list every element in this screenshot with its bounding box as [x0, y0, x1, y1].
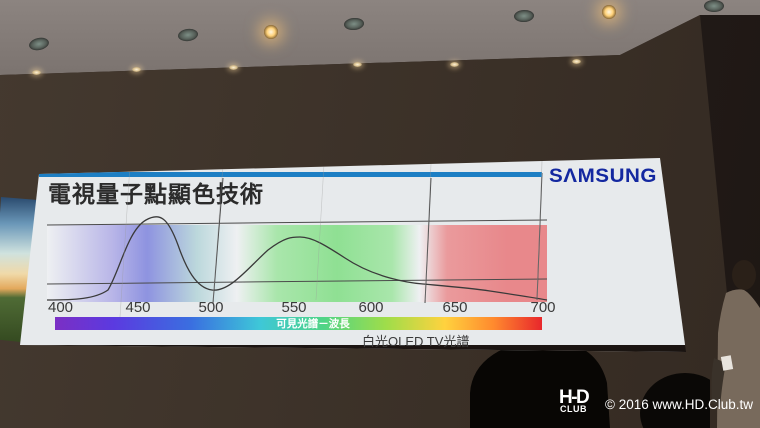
- svg-text:500: 500: [198, 299, 223, 316]
- svg-text:400: 400: [48, 299, 73, 316]
- svg-text:可見光譜－波長: 可見光譜－波長: [276, 317, 350, 330]
- svg-text:700: 700: [530, 299, 555, 316]
- svg-text:600: 600: [358, 299, 383, 316]
- svg-text:© 2016 www.HD.Club.tw: © 2016 www.HD.Club.tw: [605, 397, 753, 412]
- svg-text:450: 450: [125, 299, 150, 316]
- svg-text:電視量子點顯色技術: 電視量子點顯色技術: [48, 181, 264, 207]
- svg-text:550: 550: [281, 299, 306, 316]
- svg-text:SΛMSUNG: SΛMSUNG: [549, 166, 657, 187]
- svg-text:白光OLED TV光譜: 白光OLED TV光譜: [362, 334, 469, 349]
- svg-text:CLUB: CLUB: [560, 404, 587, 414]
- svg-text:650: 650: [442, 299, 467, 316]
